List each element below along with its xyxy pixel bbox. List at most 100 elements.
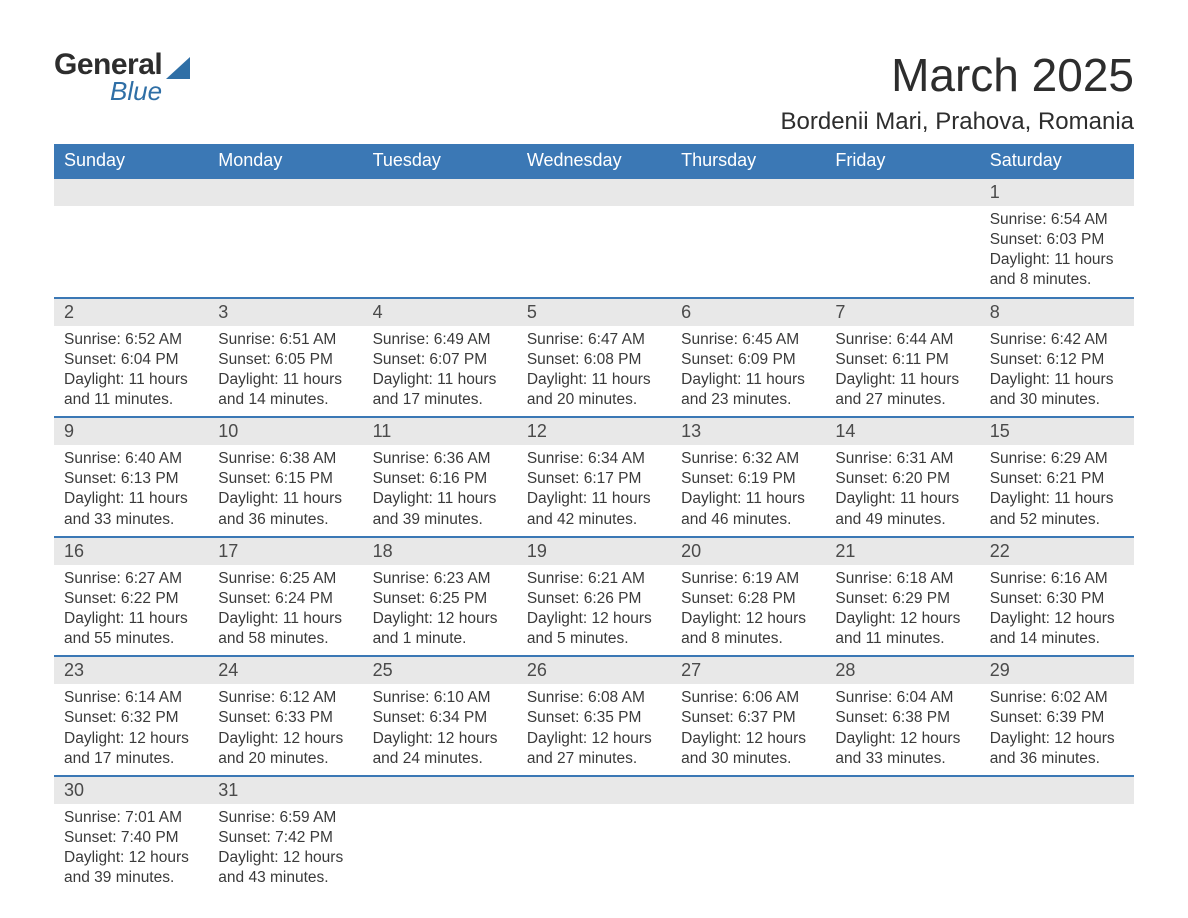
daylight-text: Daylight: 11 hours and 11 minutes. bbox=[64, 370, 198, 410]
sunrise-text: Sunrise: 7:01 AM bbox=[64, 808, 198, 828]
sunrise-text: Sunrise: 6:32 AM bbox=[681, 449, 815, 469]
sunset-text: Sunset: 6:34 PM bbox=[373, 708, 507, 728]
sunrise-text: Sunrise: 6:08 AM bbox=[527, 688, 661, 708]
sunset-text: Sunset: 6:03 PM bbox=[990, 230, 1124, 250]
sunrise-text: Sunrise: 6:02 AM bbox=[990, 688, 1124, 708]
page-header: General Blue March 2025 Bordenii Mari, P… bbox=[54, 48, 1134, 136]
day-body: Sunrise: 6:34 AMSunset: 6:17 PMDaylight:… bbox=[517, 445, 671, 536]
sunrise-text: Sunrise: 6:38 AM bbox=[218, 449, 352, 469]
sunrise-text: Sunrise: 6:14 AM bbox=[64, 688, 198, 708]
daylight-text: Daylight: 11 hours and 33 minutes. bbox=[64, 489, 198, 529]
day-cell: 9Sunrise: 6:40 AMSunset: 6:13 PMDaylight… bbox=[54, 417, 208, 537]
sunset-text: Sunset: 6:39 PM bbox=[990, 708, 1124, 728]
day-body: Sunrise: 6:40 AMSunset: 6:13 PMDaylight:… bbox=[54, 445, 208, 536]
day-number: 29 bbox=[980, 657, 1134, 684]
day-number: 9 bbox=[54, 418, 208, 445]
daylight-text: Daylight: 11 hours and 49 minutes. bbox=[835, 489, 969, 529]
week-row: 23Sunrise: 6:14 AMSunset: 6:32 PMDayligh… bbox=[54, 656, 1134, 776]
calendar-table: Sunday Monday Tuesday Wednesday Thursday… bbox=[54, 144, 1134, 894]
daylight-text: Daylight: 12 hours and 24 minutes. bbox=[373, 729, 507, 769]
day-cell bbox=[208, 178, 362, 298]
day-number: 3 bbox=[208, 299, 362, 326]
day-body: Sunrise: 6:38 AMSunset: 6:15 PMDaylight:… bbox=[208, 445, 362, 536]
day-number: 13 bbox=[671, 418, 825, 445]
day-number bbox=[363, 179, 517, 206]
day-number: 12 bbox=[517, 418, 671, 445]
sunrise-text: Sunrise: 6:51 AM bbox=[218, 330, 352, 350]
day-cell: 12Sunrise: 6:34 AMSunset: 6:17 PMDayligh… bbox=[517, 417, 671, 537]
daylight-text: Daylight: 11 hours and 58 minutes. bbox=[218, 609, 352, 649]
day-number bbox=[825, 777, 979, 804]
day-number bbox=[671, 179, 825, 206]
day-body bbox=[208, 206, 362, 276]
sunset-text: Sunset: 6:22 PM bbox=[64, 589, 198, 609]
daylight-text: Daylight: 11 hours and 39 minutes. bbox=[373, 489, 507, 529]
day-body bbox=[363, 804, 517, 884]
daylight-text: Daylight: 12 hours and 33 minutes. bbox=[835, 729, 969, 769]
daylight-text: Daylight: 12 hours and 43 minutes. bbox=[218, 848, 352, 888]
sunrise-text: Sunrise: 6:16 AM bbox=[990, 569, 1124, 589]
daylight-text: Daylight: 12 hours and 30 minutes. bbox=[681, 729, 815, 769]
daylight-text: Daylight: 11 hours and 17 minutes. bbox=[373, 370, 507, 410]
sunrise-text: Sunrise: 6:04 AM bbox=[835, 688, 969, 708]
sunset-text: Sunset: 6:32 PM bbox=[64, 708, 198, 728]
day-cell: 27Sunrise: 6:06 AMSunset: 6:37 PMDayligh… bbox=[671, 656, 825, 776]
day-number: 8 bbox=[980, 299, 1134, 326]
day-cell bbox=[363, 178, 517, 298]
day-number: 20 bbox=[671, 538, 825, 565]
day-number bbox=[825, 179, 979, 206]
day-cell: 11Sunrise: 6:36 AMSunset: 6:16 PMDayligh… bbox=[363, 417, 517, 537]
sunset-text: Sunset: 6:08 PM bbox=[527, 350, 661, 370]
day-number bbox=[54, 179, 208, 206]
sunset-text: Sunset: 6:16 PM bbox=[373, 469, 507, 489]
day-header-row: Sunday Monday Tuesday Wednesday Thursday… bbox=[54, 144, 1134, 178]
day-cell: 29Sunrise: 6:02 AMSunset: 6:39 PMDayligh… bbox=[980, 656, 1134, 776]
sunset-text: Sunset: 7:40 PM bbox=[64, 828, 198, 848]
month-title: March 2025 bbox=[781, 48, 1135, 102]
day-body: Sunrise: 6:31 AMSunset: 6:20 PMDaylight:… bbox=[825, 445, 979, 536]
day-number bbox=[363, 777, 517, 804]
logo-text-blue: Blue bbox=[110, 76, 190, 107]
day-cell: 3Sunrise: 6:51 AMSunset: 6:05 PMDaylight… bbox=[208, 298, 362, 418]
daylight-text: Daylight: 11 hours and 46 minutes. bbox=[681, 489, 815, 529]
day-body: Sunrise: 6:16 AMSunset: 6:30 PMDaylight:… bbox=[980, 565, 1134, 656]
week-row: 9Sunrise: 6:40 AMSunset: 6:13 PMDaylight… bbox=[54, 417, 1134, 537]
day-number bbox=[517, 777, 671, 804]
sunset-text: Sunset: 6:19 PM bbox=[681, 469, 815, 489]
day-body bbox=[980, 804, 1134, 884]
daylight-text: Daylight: 12 hours and 27 minutes. bbox=[527, 729, 661, 769]
day-body: Sunrise: 6:18 AMSunset: 6:29 PMDaylight:… bbox=[825, 565, 979, 656]
sunset-text: Sunset: 6:24 PM bbox=[218, 589, 352, 609]
day-number: 10 bbox=[208, 418, 362, 445]
daylight-text: Daylight: 12 hours and 8 minutes. bbox=[681, 609, 815, 649]
day-number bbox=[980, 777, 1134, 804]
day-number: 16 bbox=[54, 538, 208, 565]
daylight-text: Daylight: 11 hours and 8 minutes. bbox=[990, 250, 1124, 290]
daylight-text: Daylight: 12 hours and 17 minutes. bbox=[64, 729, 198, 769]
sunset-text: Sunset: 6:28 PM bbox=[681, 589, 815, 609]
daylight-text: Daylight: 11 hours and 42 minutes. bbox=[527, 489, 661, 529]
day-cell: 28Sunrise: 6:04 AMSunset: 6:38 PMDayligh… bbox=[825, 656, 979, 776]
daylight-text: Daylight: 11 hours and 52 minutes. bbox=[990, 489, 1124, 529]
day-body: Sunrise: 6:51 AMSunset: 6:05 PMDaylight:… bbox=[208, 326, 362, 417]
sunset-text: Sunset: 6:07 PM bbox=[373, 350, 507, 370]
day-header: Thursday bbox=[671, 144, 825, 178]
day-number bbox=[517, 179, 671, 206]
daylight-text: Daylight: 12 hours and 11 minutes. bbox=[835, 609, 969, 649]
day-cell bbox=[671, 776, 825, 895]
day-number: 26 bbox=[517, 657, 671, 684]
day-body: Sunrise: 6:47 AMSunset: 6:08 PMDaylight:… bbox=[517, 326, 671, 417]
sunrise-text: Sunrise: 6:18 AM bbox=[835, 569, 969, 589]
day-cell: 1Sunrise: 6:54 AMSunset: 6:03 PMDaylight… bbox=[980, 178, 1134, 298]
week-row: 16Sunrise: 6:27 AMSunset: 6:22 PMDayligh… bbox=[54, 537, 1134, 657]
day-cell bbox=[517, 776, 671, 895]
day-body bbox=[825, 804, 979, 884]
day-cell: 23Sunrise: 6:14 AMSunset: 6:32 PMDayligh… bbox=[54, 656, 208, 776]
sunset-text: Sunset: 6:38 PM bbox=[835, 708, 969, 728]
day-cell: 16Sunrise: 6:27 AMSunset: 6:22 PMDayligh… bbox=[54, 537, 208, 657]
week-row: 2Sunrise: 6:52 AMSunset: 6:04 PMDaylight… bbox=[54, 298, 1134, 418]
day-body: Sunrise: 6:19 AMSunset: 6:28 PMDaylight:… bbox=[671, 565, 825, 656]
sunset-text: Sunset: 6:15 PM bbox=[218, 469, 352, 489]
daylight-text: Daylight: 11 hours and 20 minutes. bbox=[527, 370, 661, 410]
sunrise-text: Sunrise: 6:06 AM bbox=[681, 688, 815, 708]
